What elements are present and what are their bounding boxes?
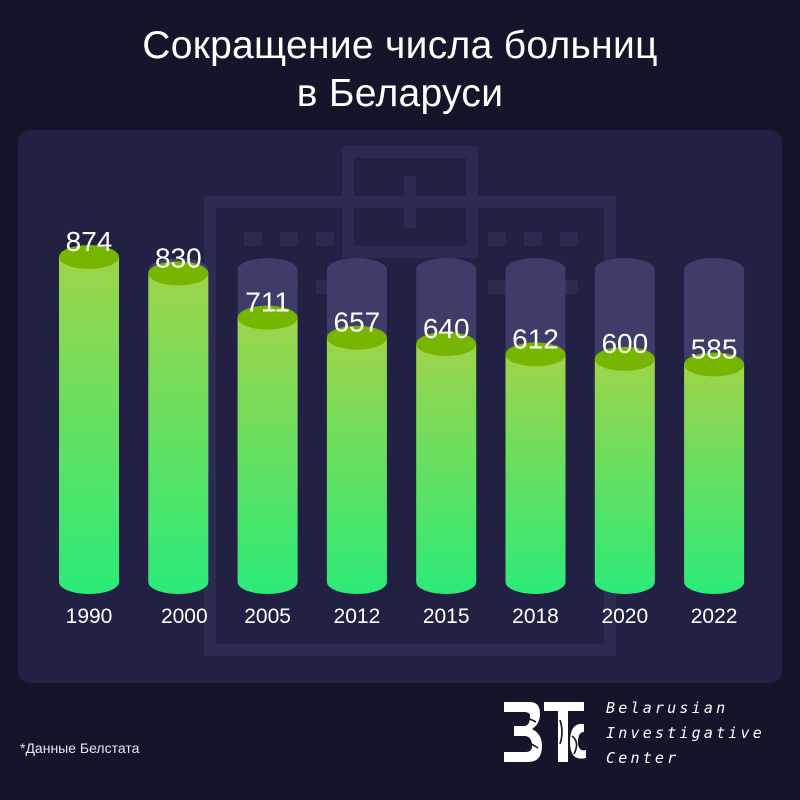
x-tick-label: 1990 bbox=[66, 605, 113, 628]
bar bbox=[237, 317, 298, 594]
brand-name-line-1: Belarusian bbox=[606, 699, 729, 717]
bar-cap bbox=[326, 325, 387, 350]
bar-cap bbox=[594, 346, 655, 371]
data-label: 585 bbox=[691, 333, 738, 364]
x-tick-label: 2000 bbox=[161, 605, 208, 628]
bar bbox=[326, 337, 387, 594]
brand-name-line-2: Investigative bbox=[606, 724, 765, 742]
bar bbox=[684, 364, 745, 594]
bar-cap bbox=[684, 352, 745, 377]
bar-cap bbox=[237, 305, 298, 330]
bar bbox=[59, 257, 119, 594]
bar bbox=[505, 354, 566, 594]
data-label: 600 bbox=[601, 328, 648, 359]
x-tick-label: 2022 bbox=[691, 605, 738, 628]
bar-cap bbox=[416, 332, 477, 357]
x-tick-label: 2015 bbox=[423, 605, 470, 628]
bar bbox=[416, 344, 477, 594]
brand-block: Belarusian Investigative Center bbox=[500, 692, 790, 772]
bar-chart: 874 1990 830 2000 711 2005 657 2012 640 2015 612 20… bbox=[59, 146, 745, 656]
source-footnote: *Данные Белстата bbox=[20, 740, 140, 756]
data-label: 874 bbox=[66, 226, 113, 257]
data-label: 612 bbox=[512, 323, 559, 354]
bar-cap bbox=[59, 245, 119, 269]
brand-name: Belarusian Investigative Center bbox=[606, 696, 765, 771]
data-label: 830 bbox=[155, 242, 202, 273]
bar bbox=[594, 358, 655, 594]
x-tick-label: 2005 bbox=[244, 605, 291, 628]
chart-title-line-1: Сокращение числа больниц bbox=[142, 24, 658, 67]
bar-cap bbox=[148, 261, 209, 286]
chart-title: Сокращение числа больниц в Беларуси bbox=[0, 22, 800, 118]
x-tick-label: 2018 bbox=[512, 605, 559, 628]
data-label: 711 bbox=[245, 287, 290, 318]
bic-logo-icon bbox=[504, 702, 586, 762]
chart-panel: 874 1990 830 2000 711 2005 657 2012 640 2015 612 20… bbox=[18, 130, 782, 683]
bar bbox=[148, 273, 209, 594]
data-label: 657 bbox=[334, 307, 381, 338]
brand-name-line-3: Center bbox=[606, 749, 680, 767]
x-tick-label: 2020 bbox=[601, 605, 648, 628]
x-tick-label: 2012 bbox=[334, 605, 381, 628]
data-label: 640 bbox=[423, 313, 470, 344]
bar-cap bbox=[505, 342, 566, 367]
chart-title-line-2: в Беларуси bbox=[296, 72, 504, 115]
